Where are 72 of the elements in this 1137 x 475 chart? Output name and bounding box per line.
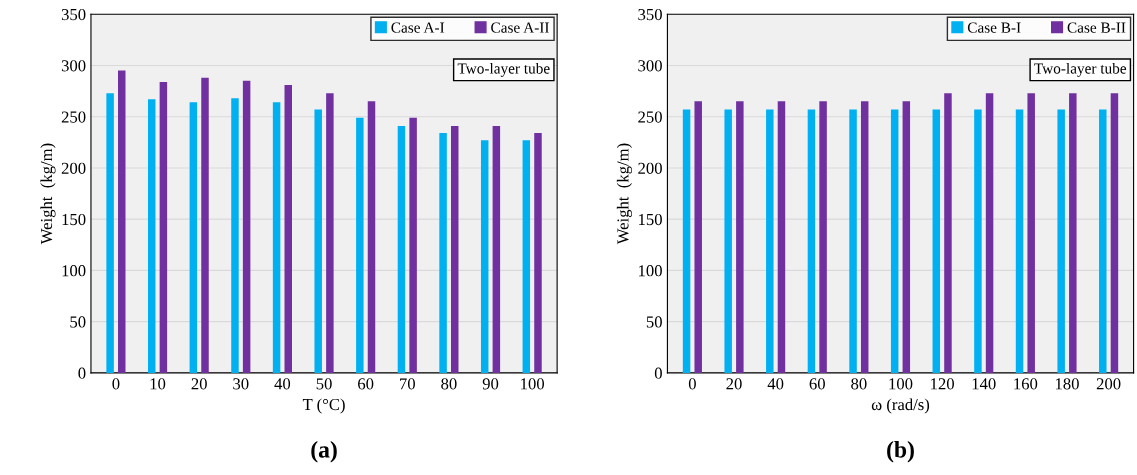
y-axis-title: Weight (kg/m) (40, 143, 56, 245)
bar (480, 140, 489, 373)
bar (367, 101, 376, 373)
bar (314, 109, 322, 373)
y-tick-label: 350 (638, 8, 662, 21)
x-tick-label: 30 (233, 378, 249, 390)
bar (118, 70, 126, 373)
legend-label: Case A-I (391, 22, 445, 33)
x-tick-label: 100 (889, 378, 913, 390)
bar (242, 80, 251, 373)
x-tick-label: 40 (274, 378, 291, 390)
bar (284, 84, 292, 373)
bar (159, 81, 168, 373)
x-tick-label: 80 (851, 378, 867, 390)
bar (272, 102, 281, 373)
x-axis-title: ω (rad/s) (871, 398, 930, 414)
y-tick-label: 0 (654, 367, 662, 379)
legend-label: Case B-I (967, 22, 1021, 33)
x-tick-label: 90 (482, 378, 499, 390)
legend-label: Case B-II (1067, 22, 1126, 33)
x-tick-label: 0 (688, 378, 696, 390)
x-tick-label: 0 (112, 378, 120, 390)
bar (326, 93, 334, 373)
bar (356, 117, 364, 373)
x-tick-label: 10 (150, 378, 166, 390)
bar (522, 140, 531, 373)
y-tick-label: 150 (639, 213, 662, 226)
x-tick-label: 20 (726, 378, 742, 390)
y-tick-label: 100 (62, 265, 86, 277)
bar (189, 102, 198, 373)
bar (534, 133, 542, 373)
annotation: Two-layer tube (457, 62, 550, 77)
x-tick-label: 180 (1055, 378, 1079, 390)
y-tick-label: 300 (61, 60, 86, 72)
text: (b) (887, 441, 914, 463)
x-tick-label: 160 (1014, 378, 1038, 390)
y-tick-label: 250 (638, 111, 662, 123)
bar (201, 77, 209, 373)
y-tick-label: 50 (646, 316, 662, 328)
x-tick-label: 70 (400, 378, 415, 390)
x-tick-label: 120 (931, 378, 954, 390)
bar (106, 93, 114, 373)
y-tick-label: 0 (78, 367, 86, 379)
x-tick-label: 100 (521, 378, 545, 390)
y-tick-label: 250 (61, 111, 86, 123)
y-tick-label: 150 (62, 213, 86, 226)
bar (147, 99, 156, 373)
x-tick-label: 20 (191, 378, 207, 390)
bar (450, 125, 459, 373)
bar (409, 117, 417, 373)
x-tick-label: 200 (1096, 378, 1121, 390)
bar (231, 98, 239, 373)
x-axis-title: T (°C) (302, 398, 345, 414)
x-tick-label: 40 (767, 378, 784, 390)
annotation: Two-layer tube (1034, 62, 1127, 77)
y-tick-label: 200 (638, 162, 662, 174)
x-tick-label: 60 (809, 378, 825, 390)
y-tick-label: 300 (638, 60, 662, 72)
x-tick-label: 140 (972, 378, 996, 390)
legend-label: Case A-II (491, 22, 549, 33)
y-tick-label: 200 (61, 162, 86, 174)
y-tick-label: 350 (61, 8, 86, 21)
bar (492, 125, 501, 373)
bar (397, 125, 406, 373)
text: (a) (311, 441, 337, 463)
y-tick-label: 50 (70, 316, 86, 328)
x-tick-label: 60 (358, 378, 374, 390)
y-axis-title: Weight (kg/m) (616, 143, 632, 245)
x-tick-label: 80 (441, 378, 457, 390)
y-tick-label: 100 (639, 265, 662, 277)
x-tick-label: 50 (316, 378, 332, 390)
bar (439, 133, 447, 373)
